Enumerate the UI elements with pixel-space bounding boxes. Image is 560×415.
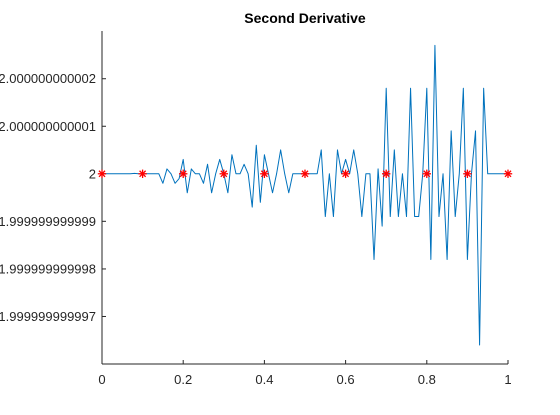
y-tick-label: 2.000000000002 <box>0 71 96 86</box>
x-tick-label: 0.6 <box>337 372 355 387</box>
data-point-marker <box>300 169 310 178</box>
y-tick-label: 1.999999999997 <box>0 309 96 324</box>
y-tick-label: 2.000000000001 <box>0 119 96 134</box>
data-point-marker <box>422 169 431 178</box>
x-tick-label: 0.2 <box>174 372 192 387</box>
x-tick-label: 0.4 <box>255 372 273 387</box>
x-tick-label: 0.8 <box>418 372 436 387</box>
data-point-marker <box>341 169 350 178</box>
data-point-marker <box>219 169 228 178</box>
data-point-marker <box>179 169 188 178</box>
x-tick-label: 1 <box>504 372 511 387</box>
data-point-marker <box>97 169 107 178</box>
axes: 0 0.2 0.4 0.6 0.8 1 1.999999999997 1.9999999999… <box>0 31 512 387</box>
data-point-marker <box>463 169 472 178</box>
y-tick-label: 1.999999999999 <box>0 214 96 229</box>
data-point-marker <box>260 169 269 178</box>
chart-title: Second Derivative <box>244 10 366 26</box>
data-point-marker <box>382 169 391 178</box>
y-tick-label: 1.999999999998 <box>0 261 96 276</box>
y-tick-label: 2 <box>89 166 96 181</box>
data-point-marker <box>138 169 147 178</box>
x-tick-label: 0 <box>98 372 105 387</box>
plot-markers <box>97 169 513 178</box>
data-point-marker <box>503 169 513 178</box>
